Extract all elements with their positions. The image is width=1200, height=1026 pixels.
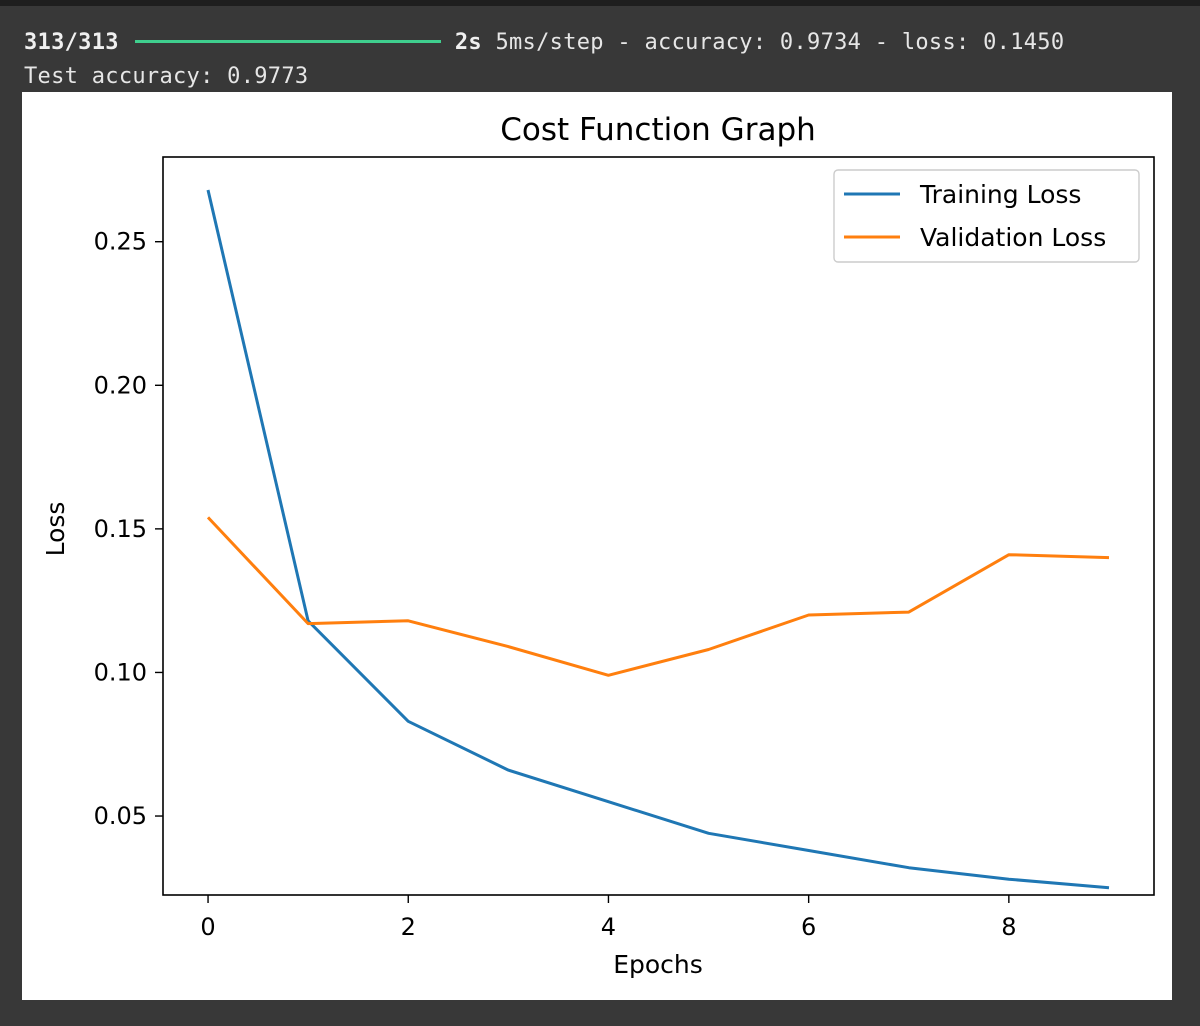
y-axis-label: Loss: [41, 502, 70, 557]
test-accuracy-line: Test accuracy: 0.9773: [24, 64, 309, 89]
x-tick-label: 4: [601, 913, 616, 941]
progress-count: 313/313: [24, 30, 119, 55]
training-loss-line: [206, 189, 1110, 890]
x-axis-label: Epochs: [613, 950, 703, 979]
plot-frame: [162, 156, 1155, 896]
y-tick-label: 0.15: [94, 515, 147, 543]
metrics-text: - accuracy: 0.9734 - loss: 0.1450: [617, 30, 1065, 55]
x-tick-label: 8: [1001, 913, 1016, 941]
x-tick-label: 6: [801, 913, 816, 941]
x-tick-label: 2: [401, 913, 416, 941]
legend-label: Validation Loss: [920, 223, 1106, 252]
chart-title: Cost Function Graph: [500, 112, 816, 148]
y-tick-label: 0.25: [94, 228, 147, 256]
legend-box: [833, 169, 1140, 263]
x-tick-label: 0: [200, 913, 215, 941]
top-border: [0, 0, 1200, 6]
validation-loss-line: [206, 516, 1110, 677]
progress-bar: [134, 39, 441, 43]
time-label: 2s: [454, 30, 482, 55]
legend-label: Training Loss: [919, 180, 1081, 209]
y-tick-label: 0.10: [94, 658, 147, 686]
y-tick-label: 0.20: [94, 371, 147, 399]
chart-figure: Cost Function Graph Epochs Loss 0 2 4 6 8 0.0…: [22, 92, 1172, 1000]
y-tick-label: 0.05: [94, 802, 147, 830]
progress-line: 313/313 2s 5ms/step - accuracy: 0.9734 - …: [24, 30, 1064, 55]
cost-function-chart: Cost Function Graph Epochs Loss 0 2 4 6 8 0.0…: [41, 112, 1155, 979]
step-label: 5ms/step: [495, 30, 604, 55]
